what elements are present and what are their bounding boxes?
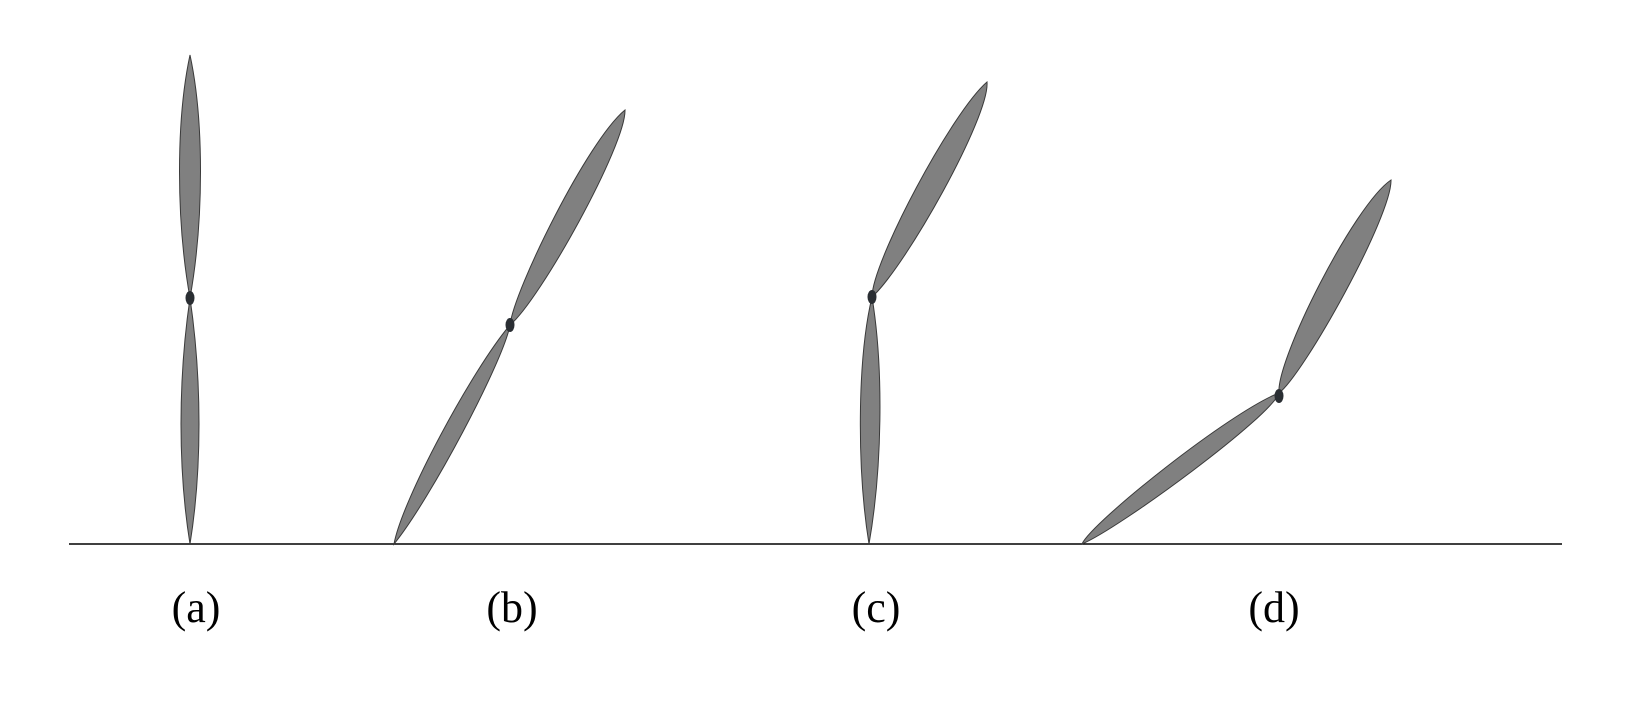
panel-a-upper-link: [179, 54, 201, 299]
panel-d-upper-link: [1278, 179, 1392, 394]
panel-c-label: (c): [852, 583, 901, 632]
panel-a-label: (a): [172, 583, 221, 632]
panel-d-joint: [1274, 389, 1284, 403]
panel-a-joint: [185, 291, 195, 305]
panel-d-lower-link: [1081, 392, 1280, 545]
panel-b-lower-link: [393, 323, 511, 545]
panel-b-joint: [505, 318, 515, 332]
panel-b: (b): [393, 108, 626, 632]
panel-b-upper-link: [509, 108, 626, 327]
panel-c-lower-link: [859, 296, 881, 545]
panel-c: (c): [852, 80, 988, 632]
panel-c-joint: [867, 290, 877, 304]
panel-a-lower-link: [180, 297, 200, 545]
panel-d-label: (d): [1248, 583, 1299, 632]
panel-b-label: (b): [486, 583, 537, 632]
panel-c-upper-link: [871, 80, 988, 299]
panel-d: (d): [1081, 179, 1392, 632]
panel-a: (a): [172, 54, 221, 632]
